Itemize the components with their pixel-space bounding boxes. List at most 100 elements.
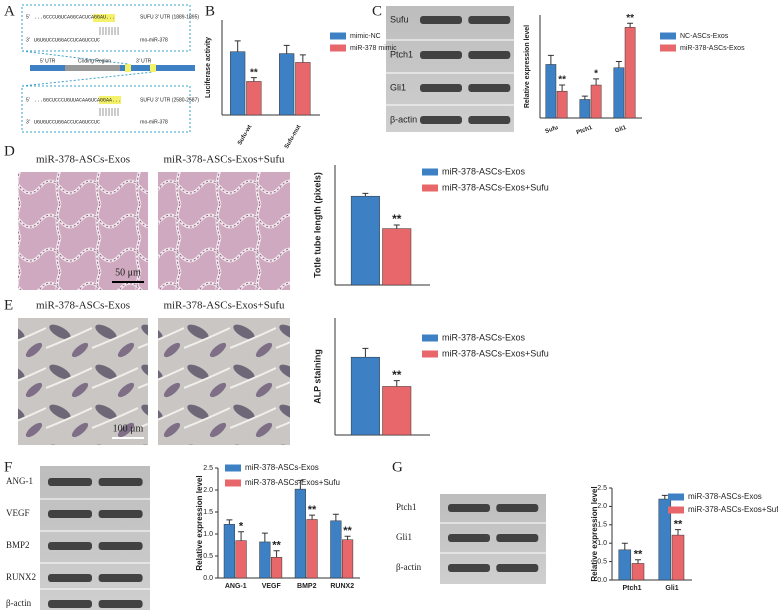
- band: [420, 51, 462, 59]
- legend-label: miR-378-ASCs-Exos: [688, 492, 762, 501]
- panel-letter: D: [4, 143, 15, 159]
- bar: [579, 99, 591, 119]
- y-tick-label: 0.0: [203, 575, 213, 582]
- label: SUFU 3' UTR (1889-1895): [140, 14, 199, 20]
- legend-swatch: [225, 479, 241, 487]
- band: [496, 564, 539, 572]
- band: [448, 564, 490, 572]
- error-bar: [581, 95, 588, 100]
- error-bar: [362, 347, 369, 358]
- error-bar: [299, 54, 306, 63]
- legend-swatch: [422, 334, 438, 342]
- band: [468, 84, 511, 92]
- error-bar: [250, 77, 257, 82]
- legend-swatch: [660, 44, 676, 52]
- label: miR-378-ASCs-Exos: [36, 300, 130, 312]
- seed: [99, 96, 121, 104]
- y-tick-label: 0.0: [597, 577, 607, 584]
- y-tick-label: 0.5: [203, 553, 213, 560]
- micrograph: [158, 318, 290, 445]
- bar: [295, 62, 311, 116]
- label: 100 μm: [113, 423, 144, 434]
- label: UGUGUCCUGGACCUCAGUCCUC: [34, 37, 100, 43]
- label: BMP2: [6, 540, 30, 550]
- y-tick-label: 2.5: [597, 485, 607, 492]
- band: [420, 116, 462, 124]
- band: [48, 510, 92, 518]
- bar: [235, 540, 247, 579]
- band: [468, 16, 511, 24]
- micrograph: [158, 172, 290, 290]
- bar: [279, 53, 295, 116]
- seed: [93, 14, 115, 22]
- band: [48, 600, 92, 608]
- bar: [382, 228, 412, 286]
- legend-swatch: [660, 32, 676, 40]
- legend-label: miR-378 mimic: [350, 45, 397, 52]
- significance: **: [626, 13, 634, 24]
- band: [420, 16, 462, 24]
- legend-swatch: [330, 32, 346, 40]
- band: [496, 534, 539, 542]
- panel-letter: B: [205, 3, 215, 19]
- error-bar: [332, 513, 339, 521]
- label: 3': [26, 119, 30, 125]
- bar: [590, 84, 602, 119]
- significance: **: [343, 525, 352, 537]
- bar: [613, 67, 625, 119]
- label: 3': [26, 37, 30, 43]
- error-bar: [344, 535, 351, 540]
- label: 50 μm: [115, 267, 141, 278]
- panel-letter: E: [4, 297, 13, 313]
- x-tick-label: Gli1: [614, 125, 627, 135]
- legend-label: NC-ASCs-Exos: [680, 33, 729, 40]
- y-tick-label: 0.5: [597, 558, 607, 565]
- site: [125, 64, 131, 72]
- label: Sufu: [390, 14, 409, 24]
- label: VEGF: [6, 508, 30, 518]
- band: [448, 504, 490, 512]
- x-tick-label: RUNX2: [330, 583, 354, 590]
- significance: **: [272, 540, 281, 552]
- blot: [40, 466, 150, 610]
- bar: [246, 81, 262, 116]
- y-tick-label: 1.0: [597, 540, 607, 547]
- x-tick-label: Sufu-wt: [237, 124, 253, 146]
- error-bar: [675, 529, 681, 536]
- label: Coding Region: [78, 58, 111, 64]
- connector: [21, 71, 154, 87]
- panel-letter: F: [4, 459, 12, 475]
- panel-letter: C: [372, 3, 382, 19]
- band: [448, 534, 490, 542]
- connector: [21, 50, 129, 65]
- y-axis-label: Totle tube length (pixels): [312, 172, 322, 278]
- significance: **: [392, 368, 402, 382]
- significance: *: [239, 521, 244, 533]
- y-axis-label: Relative expression level: [590, 486, 599, 581]
- blot: [386, 6, 514, 132]
- label: 3' UTR: [136, 58, 152, 64]
- error-bar: [362, 192, 369, 197]
- micrograph: [18, 172, 148, 290]
- error-bar: [559, 84, 566, 92]
- label: 5': [26, 14, 30, 20]
- legend-swatch: [422, 184, 438, 192]
- band: [496, 504, 539, 512]
- y-tick-label: 2.5: [203, 465, 213, 472]
- bar: [382, 386, 412, 436]
- panel-letter: G: [392, 459, 403, 475]
- error-bar: [234, 40, 241, 52]
- label: rno-miR-378: [140, 37, 168, 43]
- y-axis-label: ALP staining: [312, 349, 322, 404]
- x-tick-label: ANG-1: [225, 583, 247, 590]
- bar: [223, 524, 235, 579]
- bar: [350, 195, 380, 286]
- legend-swatch: [668, 493, 684, 501]
- error-bar: [621, 542, 628, 550]
- significance: **: [674, 518, 683, 530]
- error-bar: [627, 22, 634, 28]
- bar: [271, 557, 283, 579]
- significance: **: [392, 212, 402, 226]
- band: [420, 84, 462, 92]
- legend-swatch: [225, 464, 241, 472]
